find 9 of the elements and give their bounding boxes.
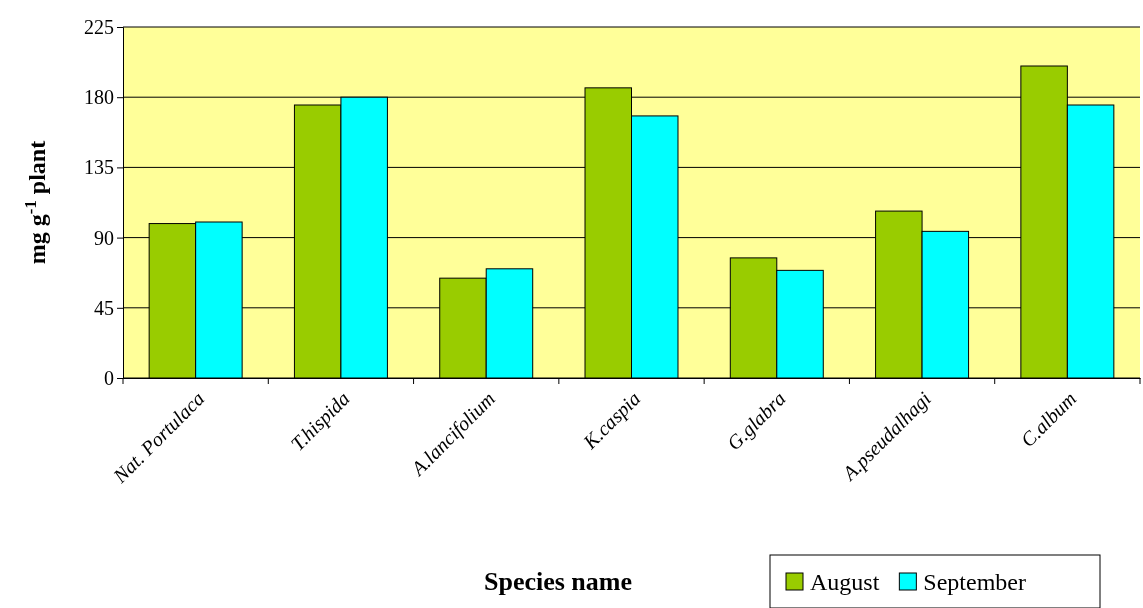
x-axis-title: Species name <box>483 567 633 596</box>
y-tick-label: 90 <box>94 226 114 249</box>
y-tick-label: 45 <box>94 296 114 319</box>
y-tick-label: 0 <box>104 366 114 389</box>
y-tick-label: 135 <box>84 156 114 179</box>
legend-label: August <box>810 569 880 595</box>
y-tick-label: 180 <box>84 86 114 109</box>
legend-label: September <box>923 569 1026 595</box>
y-tick-label: 225 <box>84 15 114 38</box>
